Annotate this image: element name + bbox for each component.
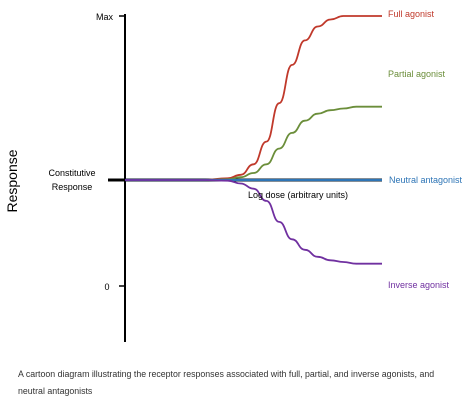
series-label-full-agonist: Full agonist [388,9,435,19]
y-tick-label-constitutive-line2: Response [52,182,93,192]
series-line-inverse-agonist [125,179,382,265]
figure-caption: A cartoon diagram illustrating the recep… [18,369,435,396]
chart-svg: Max Constitutive Response 0 Response Log… [4,9,463,342]
y-tick-label-zero: 0 [104,282,109,292]
axes [108,14,382,342]
y-tick-label-constitutive-line1: Constitutive [48,168,95,178]
series-label-inverse-agonist: Inverse agonist [388,280,450,290]
y-tick-label-max: Max [96,12,114,22]
series-line-partial-agonist [125,105,382,181]
x-axis-label: Log dose (arbitrary units) [248,190,348,200]
series-label-partial-agonist: Partial agonist [388,69,446,79]
series-label-neutral-antagonist: Neutral antagonist [389,175,463,185]
y-axis-label: Response [4,149,20,212]
series-line-full-agonist [125,15,382,181]
series-layer [125,15,382,265]
